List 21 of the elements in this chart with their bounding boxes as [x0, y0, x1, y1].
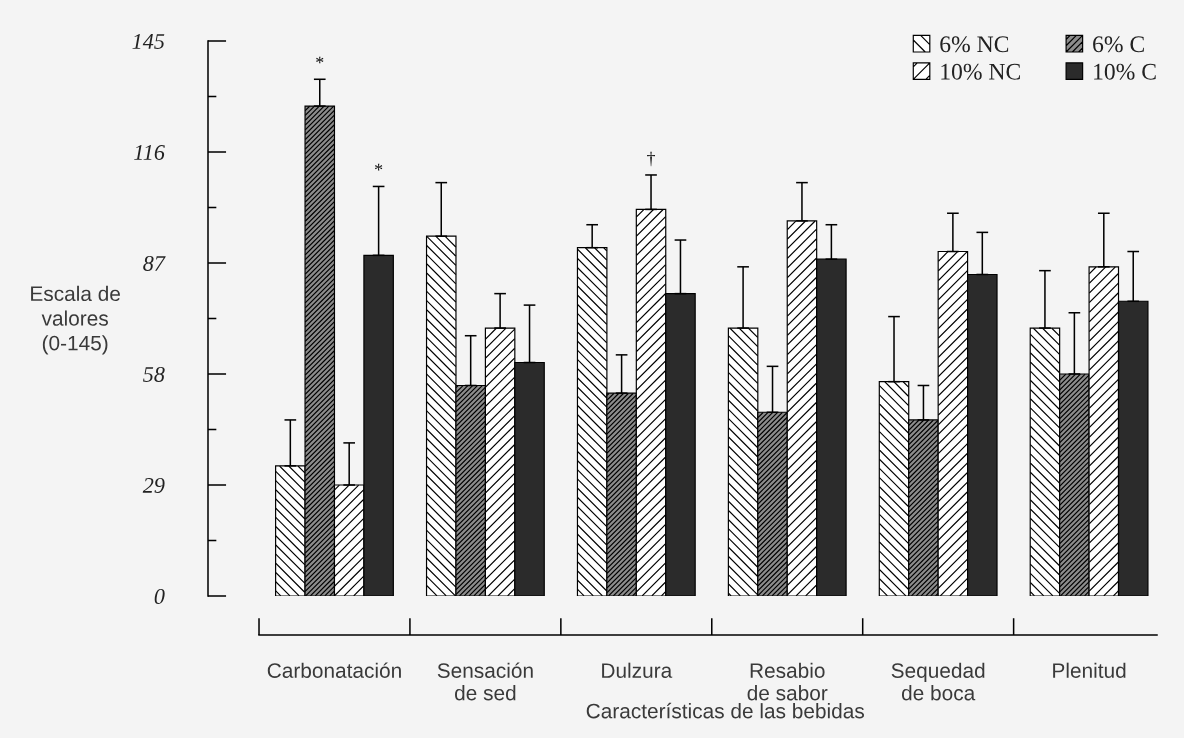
annotation: * [316, 56, 324, 64]
x-tick-label: Dulzura [602, 662, 673, 678]
y-tick-label: 29 [142, 477, 165, 493]
legend-label: 10% C [1094, 63, 1156, 80]
y-tick-label: 58 [143, 366, 165, 382]
x-tick-label: Sequedad de boca [891, 662, 985, 701]
y-tick-label: 0 [154, 588, 165, 604]
y-tick-label: 116 [134, 144, 165, 160]
x-tick-label: Sensación de sed [437, 662, 533, 701]
annotation: * [374, 163, 383, 171]
x-tick-label: Plenitud [1053, 662, 1126, 678]
x-axis-title: Características de las bebidas [586, 702, 864, 719]
legend-label: 6% C [1093, 36, 1144, 53]
legend-label: 10% NC [941, 63, 1020, 80]
y-tick-label: 87 [143, 255, 166, 271]
legend-label: 6% NC [940, 36, 1009, 53]
x-tick-label: Resabio de sabor [747, 662, 828, 701]
y-axis-title: Escala de valores (0-145) [31, 285, 120, 355]
y-tick-label: 145 [132, 34, 165, 49]
annotation: † [647, 151, 655, 167]
x-tick-label: Carbonatación [267, 662, 401, 678]
